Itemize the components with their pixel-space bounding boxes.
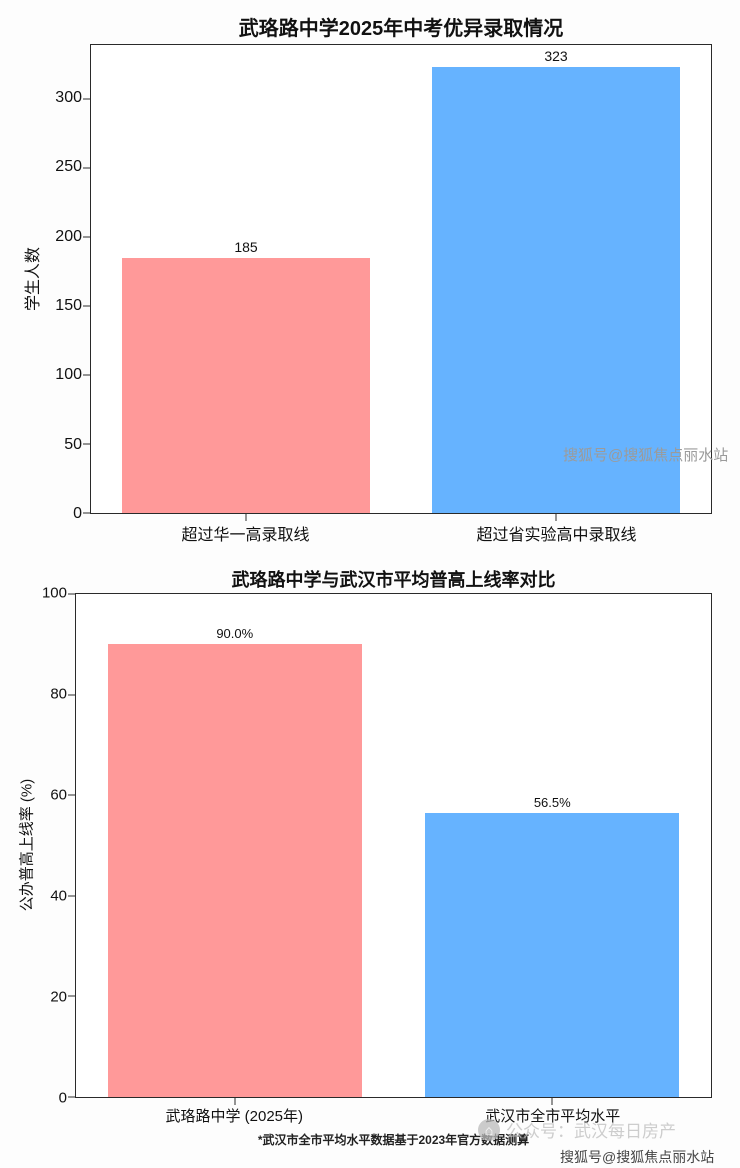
data-source-footnote: *武汉市全市平均水平数据基于2023年官方数据测算 (257, 1133, 530, 1147)
chart2-title: 武珞路中学与武汉市平均普高上线率对比 (231, 570, 556, 590)
x-category-label: 武汉市全市平均水平 (485, 1108, 621, 1125)
y-tick-mark (68, 794, 76, 796)
chart2-y-axis-ticks: 0 20 40 60 80 100 (0, 586, 67, 1106)
bar-provincial-experimental-line (432, 67, 680, 513)
chart1-plot-area: 185 323 (83, 44, 712, 521)
y-tick-mark (83, 167, 91, 169)
y-tick-mark (68, 694, 76, 696)
bar-group: 56.5% (394, 594, 712, 1097)
y-tick-label: 20 (50, 988, 67, 1006)
y-tick-mark (83, 512, 91, 514)
bar-value-label: 185 (234, 238, 258, 255)
y-tick-mark (68, 1096, 76, 1098)
y-tick-label: 100 (41, 584, 67, 602)
bar-group: 323 (401, 45, 711, 513)
y-tick-label: 300 (55, 89, 82, 107)
watermark-sohu-bottom: 搜狐号@搜狐焦点丽水站 (560, 1149, 715, 1165)
y-tick-mark (83, 305, 91, 307)
y-tick-label: 80 (50, 685, 67, 703)
bar-group: 185 (91, 45, 401, 513)
bar-group: 90.0% (76, 594, 394, 1097)
chart2-x-axis-labels: 武珞路中学 (2025年) 武汉市全市平均水平 (75, 1105, 712, 1126)
y-tick-mark (68, 593, 76, 595)
wechat-account-logo-icon: ⌂ (478, 1118, 500, 1141)
y-tick-mark (83, 236, 91, 238)
y-tick-mark (83, 374, 91, 376)
bar-wuluolu-2025 (107, 644, 362, 1097)
watermark-sohu-top: 搜狐号@搜狐焦点丽水站 (563, 447, 729, 464)
bar-value-label: 90.0% (216, 626, 254, 642)
chart2-plot-area: 90.0% 56.5% (68, 593, 712, 1105)
bar-wuhan-average (425, 812, 680, 1097)
y-tick-label: 60 (50, 786, 67, 804)
x-category-label: 武珞路中学 (2025年) (165, 1108, 304, 1125)
y-tick-mark (68, 995, 76, 997)
bar-huayi-line (122, 257, 370, 513)
x-category-label: 超过省实验高中录取线 (476, 527, 637, 544)
bar-value-label: 323 (544, 48, 568, 65)
chart1-title: 武珞路中学2025年中考优异录取情况 (238, 18, 564, 40)
bar-value-label: 56.5% (533, 794, 571, 810)
y-tick-label: 250 (55, 158, 82, 176)
y-tick-mark (83, 98, 91, 100)
chart1-x-axis-labels: 超过华一高录取线 超过省实验高中录取线 (90, 521, 712, 545)
chart1-y-axis-ticks: 0 50 100 150 200 250 300 (0, 44, 82, 522)
x-tick-mark (555, 513, 557, 521)
y-tick-label: 200 (55, 227, 82, 245)
y-tick-mark (83, 443, 91, 445)
y-tick-label: 0 (58, 1089, 67, 1107)
y-tick-label: 50 (64, 435, 82, 453)
y-tick-label: 0 (73, 505, 82, 522)
watermark-wechat-account-text: 公众号：武汉每日房产 (506, 1122, 676, 1141)
x-category-label: 超过华一高录取线 (181, 527, 310, 544)
x-tick-mark (245, 513, 247, 521)
y-tick-label: 40 (50, 887, 67, 905)
x-tick-mark (551, 1097, 553, 1105)
y-tick-mark (68, 895, 76, 897)
x-tick-mark (234, 1097, 236, 1105)
y-tick-label: 100 (55, 366, 82, 384)
watermark-wechat-account: ⌂ 公众号：武汉每日房产 (478, 1117, 676, 1142)
y-tick-label: 150 (55, 297, 82, 315)
